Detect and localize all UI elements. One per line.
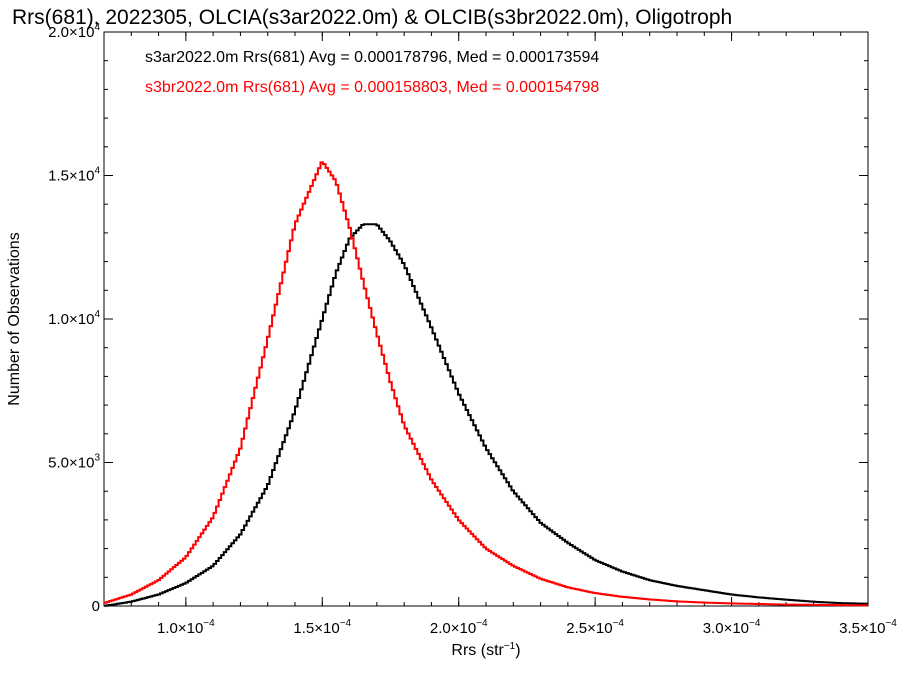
- y-tick-label: 5.0×103: [48, 453, 100, 472]
- x-tick-label: 3.5×10−4: [839, 618, 897, 637]
- tick-labels: 1.0×10−4 1.5×10−4 2.0×10−4 2.5×10−4 3.0×10−4…: [48, 22, 897, 637]
- x-axis-label-sup: −1: [504, 641, 516, 652]
- tick-marks: [103, 31, 869, 607]
- x-tick-label: 2.0×10−4: [430, 618, 488, 637]
- legend-entry-s3ar: s3ar2022.0m Rrs(681) Avg = 0.000178796, …: [145, 49, 599, 66]
- y-tick-label: 1.5×104: [48, 166, 100, 185]
- x-axis-label-main: Rrs (str: [451, 642, 504, 659]
- x-axis-label: Rrs (str−1): [451, 641, 520, 659]
- series-line-1: [104, 161, 868, 607]
- x-tick-label: 2.5×10−4: [566, 618, 624, 637]
- plot-frame: [103, 31, 869, 607]
- chart-title: Rrs(681), 2022305, OLCIA(s3ar2022.0m) & …: [12, 6, 732, 29]
- x-tick-label: 1.5×10−4: [293, 618, 351, 637]
- x-axis-label-end: ): [515, 642, 520, 659]
- y-tick-label: 2.0×104: [48, 22, 100, 41]
- y-axis-label: Number of Observations: [6, 232, 23, 405]
- y-tick-label: 1.0×104: [48, 309, 100, 328]
- x-tick-label: 1.0×10−4: [157, 618, 215, 637]
- series-group: [104, 161, 868, 607]
- legend-entry-s3br: s3br2022.0m Rrs(681) Avg = 0.000158803, …: [145, 79, 599, 96]
- x-tick-label: 3.0×10−4: [703, 618, 761, 637]
- y-tick-label: 0: [92, 598, 100, 615]
- series-line-0: [104, 223, 868, 607]
